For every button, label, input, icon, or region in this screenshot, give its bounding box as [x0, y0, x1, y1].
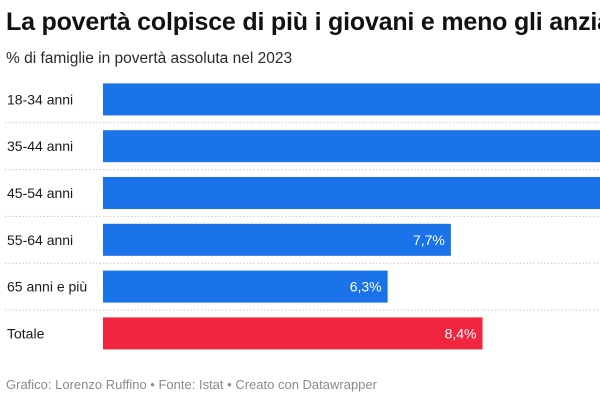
bar: [103, 177, 600, 209]
total-bar: [103, 317, 483, 350]
footer-credit: Grafico: Lorenzo Ruffino: [6, 377, 147, 392]
bar: [103, 130, 600, 163]
category-label: 65 anni e più: [7, 279, 87, 295]
chart-subtitle: % di famiglie in povertà assoluta nel 20…: [6, 50, 293, 67]
category-label: 35-44 anni: [7, 138, 73, 154]
category-label: 45-54 anni: [7, 185, 73, 201]
value-label: 7,7%: [413, 232, 445, 248]
footer-source: Fonte: Istat: [158, 377, 224, 392]
footer-separator: •: [227, 377, 232, 392]
chart-title: La povertà colpisce di più i giovani e m…: [6, 8, 600, 36]
category-label: Totale: [7, 325, 45, 341]
bar: [103, 270, 388, 303]
footer-separator: •: [150, 377, 155, 392]
value-label: 6,3%: [350, 279, 382, 295]
bar: [103, 223, 451, 256]
footer-tool: Creato con Datawrapper: [235, 377, 377, 392]
category-label: 18-34 anni: [7, 91, 73, 107]
value-label: 8,4%: [445, 325, 477, 341]
category-label: 55-64 anni: [7, 232, 73, 248]
bar: [103, 83, 600, 116]
chart-footer: Grafico: Lorenzo Ruffino • Fonte: Istat …: [6, 377, 377, 392]
